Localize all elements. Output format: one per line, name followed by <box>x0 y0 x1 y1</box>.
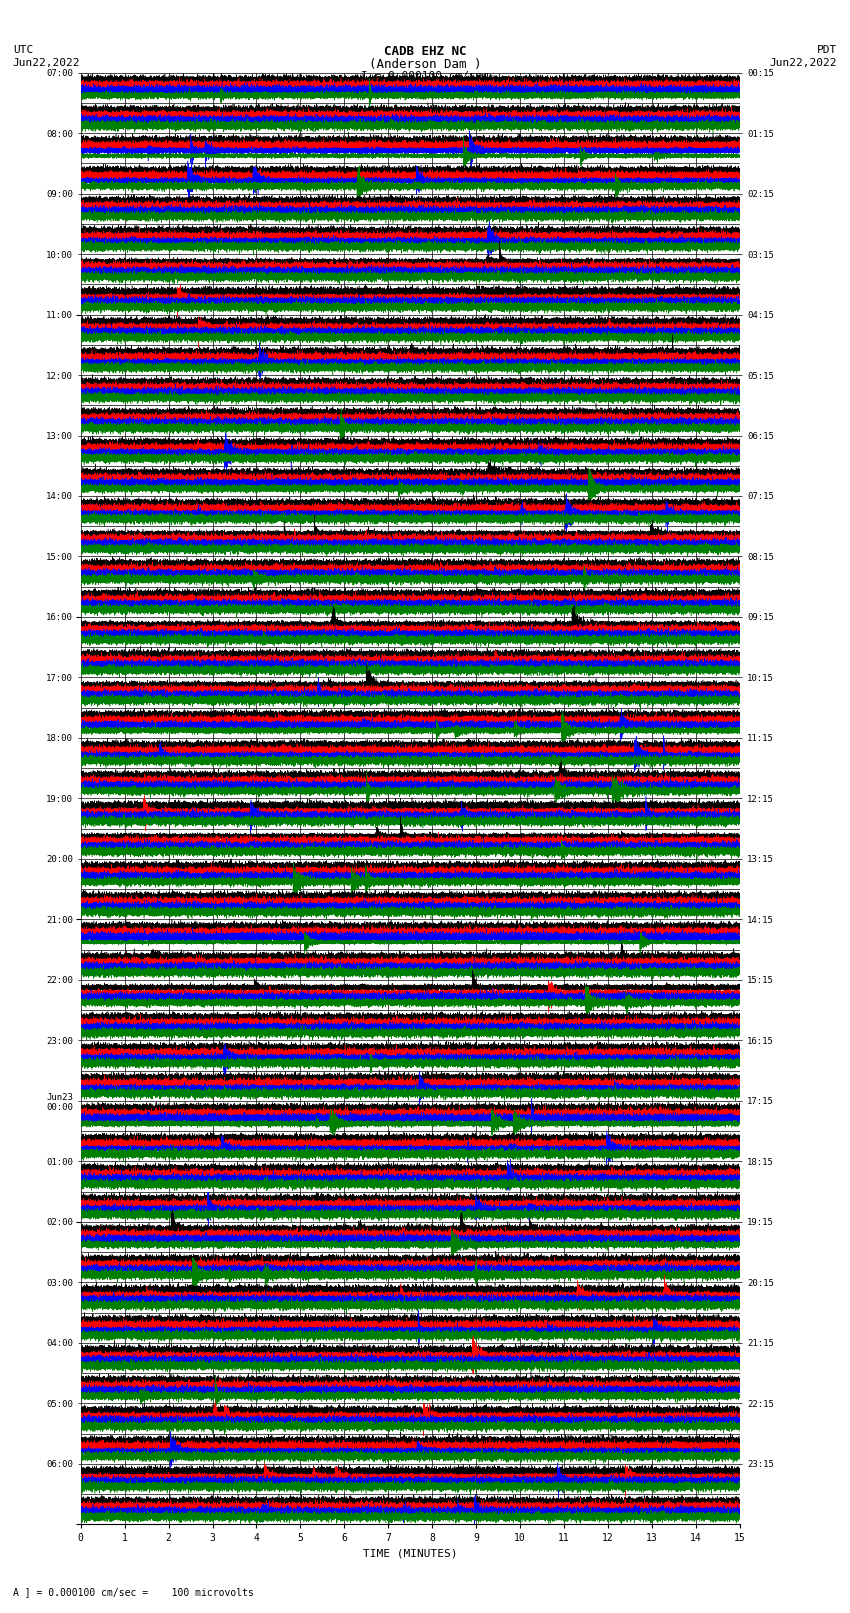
Text: I = 0.000100 cm/sec: I = 0.000100 cm/sec <box>361 71 489 81</box>
Text: (Anderson Dam ): (Anderson Dam ) <box>369 58 481 71</box>
Text: UTC: UTC <box>13 45 33 55</box>
X-axis label: TIME (MINUTES): TIME (MINUTES) <box>363 1548 457 1558</box>
Text: PDT: PDT <box>817 45 837 55</box>
Text: CADB EHZ NC: CADB EHZ NC <box>383 45 467 58</box>
Text: A ] = 0.000100 cm/sec =    100 microvolts: A ] = 0.000100 cm/sec = 100 microvolts <box>13 1587 253 1597</box>
Text: Jun22,2022: Jun22,2022 <box>770 58 837 68</box>
Text: Jun22,2022: Jun22,2022 <box>13 58 80 68</box>
